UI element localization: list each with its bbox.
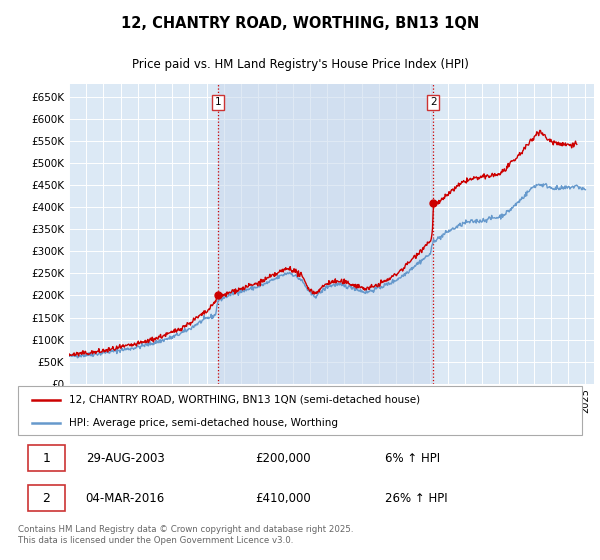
Text: 04-MAR-2016: 04-MAR-2016 [86,492,165,505]
Text: 1: 1 [215,97,221,108]
Text: 2: 2 [430,97,437,108]
Text: HPI: Average price, semi-detached house, Worthing: HPI: Average price, semi-detached house,… [69,418,338,428]
Text: 1: 1 [43,451,50,465]
Text: 12, CHANTRY ROAD, WORTHING, BN13 1QN (semi-detached house): 12, CHANTRY ROAD, WORTHING, BN13 1QN (se… [69,395,420,405]
Text: 2: 2 [43,492,50,505]
FancyBboxPatch shape [28,486,65,511]
Text: Contains HM Land Registry data © Crown copyright and database right 2025.
This d: Contains HM Land Registry data © Crown c… [18,525,353,545]
Text: 29-AUG-2003: 29-AUG-2003 [86,451,164,465]
Bar [218,84,433,384]
FancyBboxPatch shape [18,386,582,435]
Text: 6% ↑ HPI: 6% ↑ HPI [385,451,440,465]
Text: Price paid vs. HM Land Registry's House Price Index (HPI): Price paid vs. HM Land Registry's House … [131,58,469,72]
FancyBboxPatch shape [28,445,65,471]
Text: 26% ↑ HPI: 26% ↑ HPI [385,492,447,505]
Text: £410,000: £410,000 [255,492,311,505]
Text: £200,000: £200,000 [255,451,311,465]
Text: 12, CHANTRY ROAD, WORTHING, BN13 1QN: 12, CHANTRY ROAD, WORTHING, BN13 1QN [121,16,479,31]
